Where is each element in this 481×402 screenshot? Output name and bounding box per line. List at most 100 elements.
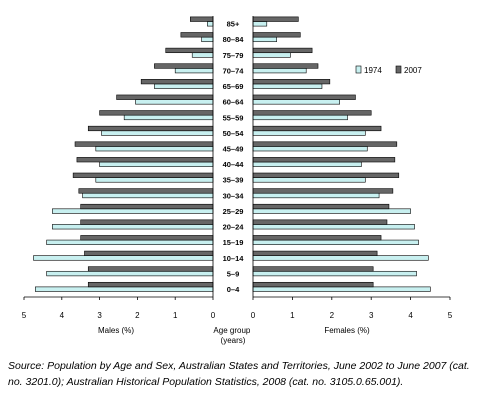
bar-males-2007-55-59 [99,110,214,116]
x-tick-label-females-3: 3 [369,311,374,320]
bar-males-1974-5-9 [46,270,214,277]
legend-swatch-1974 [355,65,362,74]
bar-males-2007-70-74 [154,63,214,69]
x-tick-label-females-2: 2 [330,311,335,320]
age-label-60-64: 60–64 [223,98,245,107]
bar-males-2007-35-39 [72,172,214,178]
bar-females-1974-35-39 [252,177,366,183]
bar-males-2007-20-24 [80,219,214,225]
x-tick-label-males-5: 5 [22,311,27,320]
bar-females-1974-70-74 [252,68,307,74]
bar-females-2007-65-69 [252,79,331,85]
bar-females-2007-55-59 [252,110,372,116]
bar-females-2007-40-44 [252,157,396,163]
bar-females-1974-85 [252,21,268,27]
age-label-15-19: 15–19 [223,238,244,247]
bar-females-2007-35-39 [252,172,400,178]
x-tick-label-males-1: 1 [173,311,178,320]
bar-females-2007-80-84 [252,32,301,38]
x-tick-label-females-4: 4 [408,311,413,320]
bar-males-2007-65-69 [140,79,214,85]
bar-females-1974-0-4 [252,286,431,292]
bar-females-1974-65-69 [252,83,323,89]
age-label-35-39: 35–39 [223,176,244,185]
age-label-5-9: 5–9 [227,269,240,278]
bar-males-1974-10-14 [33,255,214,261]
bar-females-1974-30-34 [252,192,380,199]
age-label-10-14: 10–14 [223,254,245,263]
age-label-50-54: 50–54 [223,129,245,138]
bar-females-2007-15-19 [252,235,382,241]
bar-females-2007-25-29 [252,203,390,210]
bar-females-2007-60-64 [252,94,356,100]
bar-females-1974-80-84 [252,36,277,43]
bar-females-2007-70-74 [252,63,319,69]
bar-females-2007-30-34 [252,188,394,194]
age-group-label-line1: Age group [213,326,250,335]
bar-males-1974-40-44 [99,161,214,167]
x-axis-label-females: Females (%) [324,326,370,335]
bar-females-1974-5-9 [252,270,417,277]
bar-males-2007-75-79 [165,47,214,54]
bar-males-1974-75-79 [191,52,214,58]
bar-males-1974-55-59 [123,114,214,121]
bar-males-2007-45-49 [74,141,214,147]
age-label-40-44: 40–44 [223,160,245,169]
legend-label-2007: 2007 [404,66,422,75]
x-tick-label-males-3: 3 [97,311,102,320]
age-label-85: 85+ [227,20,240,29]
axes: 5 4 3 2 1 0 0 1 2 3 4 5 [22,16,453,320]
age-label-30-34: 30–34 [223,191,245,200]
bar-females-1974-75-79 [252,52,291,58]
bar-males-2007-85 [190,16,214,22]
age-group-labels: 0–4 5–9 10–14 15–19 20–24 25–29 30–34 35–39 40–4… [223,20,245,294]
bar-females-1974-40-44 [252,161,362,167]
bar-males-2007-80-84 [180,32,214,38]
source-note: Source: Population by Age and Sex, Austr… [8,360,470,388]
bar-males-2007-15-19 [80,235,214,241]
bar-males-1974-20-24 [52,224,214,230]
age-label-0-4: 0–4 [227,285,240,294]
bar-males-1974-65-69 [154,83,214,89]
bar-males-1974-60-64 [135,99,214,105]
x-tick-label-males-0: 0 [211,311,216,320]
bar-females-1974-60-64 [252,99,340,105]
bar-females-2007-50-54 [252,125,382,132]
age-label-45-49: 45–49 [223,144,244,153]
x-tick-label-males-4: 4 [60,311,65,320]
bars-group [33,16,431,292]
bar-females-1974-25-29 [252,208,411,214]
bar-males-2007-60-64 [116,94,214,100]
age-label-55-59: 55–59 [223,113,244,122]
bar-males-1974-50-54 [101,130,214,136]
x-tick-label-females-5: 5 [448,311,453,320]
x-tick-label-females-0: 0 [251,311,256,320]
bar-males-1974-85 [207,21,214,27]
bar-males-2007-5-9 [87,266,214,272]
bar-males-1974-15-19 [46,239,214,245]
bar-males-1974-70-74 [174,68,214,74]
population-pyramid-chart: 0–4 5–9 10–14 15–19 20–24 25–29 30–34 35–39 40–4… [22,16,453,345]
bar-males-2007-0-4 [87,281,214,288]
bar-females-2007-5-9 [252,266,374,272]
bar-males-2007-25-29 [80,203,214,210]
bar-males-1974-25-29 [52,208,214,214]
bar-females-1974-55-59 [252,114,348,121]
bar-males-2007-30-34 [78,188,214,194]
legend-swatch-2007 [395,65,402,74]
bar-females-1974-50-54 [252,130,366,136]
bar-females-2007-85 [252,16,299,22]
bar-males-1974-80-84 [201,36,214,43]
bar-males-1974-45-49 [95,146,214,152]
bar-females-2007-20-24 [252,219,388,225]
x-tick-label-females-1: 1 [290,311,295,320]
age-group-label-line2: (years) [221,336,246,345]
x-tick-label-males-2: 2 [135,311,140,320]
age-label-70-74: 70–74 [223,66,245,75]
bar-females-2007-45-49 [252,141,398,147]
legend: 1974 2007 [355,65,422,75]
bar-males-1974-35-39 [95,177,214,183]
x-axis-label-age-group: Age group (years) [213,326,252,345]
bar-males-1974-30-34 [82,192,214,199]
bar-males-2007-40-44 [76,157,214,163]
